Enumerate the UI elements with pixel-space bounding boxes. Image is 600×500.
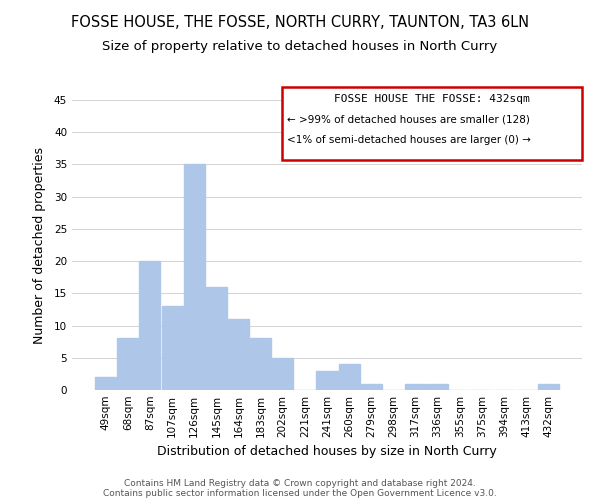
Bar	[184, 164, 205, 390]
Bar	[361, 384, 382, 390]
Text: FOSSE HOUSE, THE FOSSE, NORTH CURRY, TAUNTON, TA3 6LN: FOSSE HOUSE, THE FOSSE, NORTH CURRY, TAU…	[71, 15, 529, 30]
Bar	[427, 384, 448, 390]
Bar	[338, 364, 359, 390]
Text: Contains public sector information licensed under the Open Government Licence v3: Contains public sector information licen…	[103, 488, 497, 498]
Bar	[95, 377, 116, 390]
Y-axis label: Number of detached properties: Number of detached properties	[32, 146, 46, 344]
Text: FOSSE HOUSE THE FOSSE: 432sqm: FOSSE HOUSE THE FOSSE: 432sqm	[334, 94, 530, 104]
Bar	[250, 338, 271, 390]
Bar	[405, 384, 426, 390]
Text: ← >99% of detached houses are smaller (128): ← >99% of detached houses are smaller (1…	[287, 115, 530, 125]
Text: Contains HM Land Registry data © Crown copyright and database right 2024.: Contains HM Land Registry data © Crown c…	[124, 478, 476, 488]
Bar	[139, 261, 160, 390]
Bar	[272, 358, 293, 390]
Text: Size of property relative to detached houses in North Curry: Size of property relative to detached ho…	[103, 40, 497, 53]
Bar	[206, 287, 227, 390]
Bar	[228, 319, 249, 390]
X-axis label: Distribution of detached houses by size in North Curry: Distribution of detached houses by size …	[157, 446, 497, 458]
Bar	[316, 370, 338, 390]
Text: <1% of semi-detached houses are larger (0) →: <1% of semi-detached houses are larger (…	[287, 135, 530, 145]
Bar	[161, 306, 182, 390]
Bar	[538, 384, 559, 390]
Bar	[118, 338, 139, 390]
